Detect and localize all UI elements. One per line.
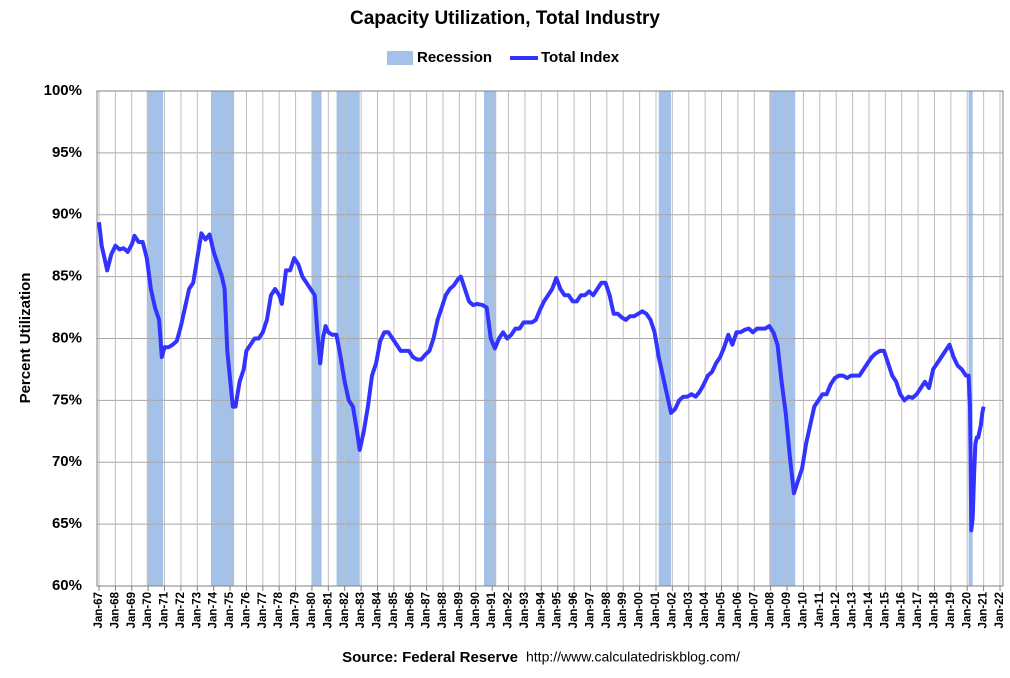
x-tick-label: Jan-81 bbox=[322, 591, 334, 628]
legend-swatch bbox=[387, 51, 413, 65]
source-url: http://www.calculatedriskblog.com/ bbox=[526, 649, 740, 665]
x-tick-label: Jan-11 bbox=[814, 591, 826, 627]
x-tick-label: Jan-09 bbox=[781, 592, 793, 628]
y-tick-label: 70% bbox=[52, 453, 82, 470]
x-tick-label: Jan-04 bbox=[699, 591, 711, 628]
x-tick-label: Jan-21 bbox=[978, 591, 990, 628]
x-tick-label: Jan-97 bbox=[584, 592, 596, 628]
x-tick-label: Jan-73 bbox=[191, 592, 203, 628]
x-tick-label: Jan-94 bbox=[535, 591, 547, 628]
legend-label: Recession bbox=[417, 49, 492, 66]
x-tick-label: Jan-08 bbox=[765, 591, 777, 628]
x-tick-label: Jan-85 bbox=[388, 591, 400, 628]
x-tick-label: Jan-87 bbox=[421, 592, 433, 628]
x-tick-label: Jan-78 bbox=[273, 591, 285, 628]
x-tick-label: Jan-71 bbox=[159, 591, 171, 628]
x-tick-label: Jan-02 bbox=[666, 592, 678, 628]
plot-border bbox=[96, 90, 1004, 587]
y-tick-label: 85% bbox=[52, 268, 82, 285]
x-tick-label: Jan-80 bbox=[306, 592, 318, 628]
x-tick-label: Jan-92 bbox=[503, 592, 515, 628]
y-tick-label: 95% bbox=[52, 144, 82, 161]
y-tick-label: 60% bbox=[52, 577, 82, 594]
x-tick-label: Jan-12 bbox=[830, 592, 842, 628]
x-tick-label: Jan-86 bbox=[404, 592, 416, 628]
x-tick-label: Jan-93 bbox=[519, 592, 531, 628]
x-tick-label: Jan-15 bbox=[879, 591, 891, 628]
x-tick-label: Jan-14 bbox=[863, 591, 875, 628]
x-tick-label: Jan-19 bbox=[945, 592, 957, 628]
x-tick-label: Jan-05 bbox=[716, 591, 728, 628]
y-tick-label: 90% bbox=[52, 206, 82, 223]
x-tick-label: Jan-06 bbox=[732, 592, 744, 628]
x-tick-label: Jan-82 bbox=[339, 592, 351, 628]
x-tick-label: Jan-83 bbox=[355, 592, 367, 628]
x-tick-label: Jan-96 bbox=[568, 592, 580, 628]
x-tick-label: Jan-69 bbox=[126, 592, 138, 628]
x-tick-label: Jan-67 bbox=[93, 592, 105, 628]
x-tick-label: Jan-10 bbox=[797, 592, 809, 628]
y-axis-label: Percent Utilization bbox=[17, 273, 34, 404]
x-tick-label: Jan-72 bbox=[175, 592, 187, 628]
x-tick-label: Jan-76 bbox=[240, 592, 252, 628]
y-tick-label: 100% bbox=[44, 82, 82, 99]
x-tick-label: Jan-70 bbox=[142, 592, 154, 628]
x-tick-label: Jan-22 bbox=[994, 592, 1006, 628]
data-line bbox=[97, 221, 986, 533]
x-tick-label: Jan-79 bbox=[290, 592, 302, 628]
x-tick-label: Jan-01 bbox=[650, 591, 662, 628]
x-tick-label: Jan-84 bbox=[372, 591, 384, 628]
x-tick-label: Jan-17 bbox=[912, 592, 924, 628]
x-tick-label: Jan-07 bbox=[748, 592, 760, 628]
x-tick-label: Jan-18 bbox=[929, 591, 941, 628]
chart-title: Capacity Utilization, Total Industry bbox=[350, 8, 660, 29]
y-tick-label: 65% bbox=[52, 515, 82, 532]
x-tick-label: Jan-03 bbox=[683, 592, 695, 628]
x-tick-label: Jan-90 bbox=[470, 592, 482, 628]
x-tick-label: Jan-88 bbox=[437, 591, 449, 628]
x-tick-label: Jan-98 bbox=[601, 591, 613, 628]
x-tick-label: Jan-74 bbox=[208, 591, 220, 628]
y-tick-label: 80% bbox=[52, 329, 82, 346]
x-tick-label: Jan-16 bbox=[896, 592, 908, 628]
x-tick-label: Jan-68 bbox=[109, 591, 121, 628]
x-tick-label: Jan-00 bbox=[634, 592, 646, 628]
x-tick-label: Jan-75 bbox=[224, 591, 236, 628]
x-tick-label: Jan-13 bbox=[847, 592, 859, 628]
source: Source: Federal Reserve bbox=[342, 649, 518, 666]
x-tick-label: Jan-20 bbox=[961, 592, 973, 628]
x-tick-label: Jan-95 bbox=[552, 591, 564, 628]
y-tick-label: 75% bbox=[52, 391, 82, 408]
x-tick-label: Jan-99 bbox=[617, 592, 629, 628]
x-tick-label: Jan-91 bbox=[486, 591, 498, 628]
legend-label: Total Index bbox=[541, 49, 620, 66]
x-tick-label: Jan-77 bbox=[257, 592, 269, 628]
x-tick-label: Jan-89 bbox=[453, 592, 465, 628]
